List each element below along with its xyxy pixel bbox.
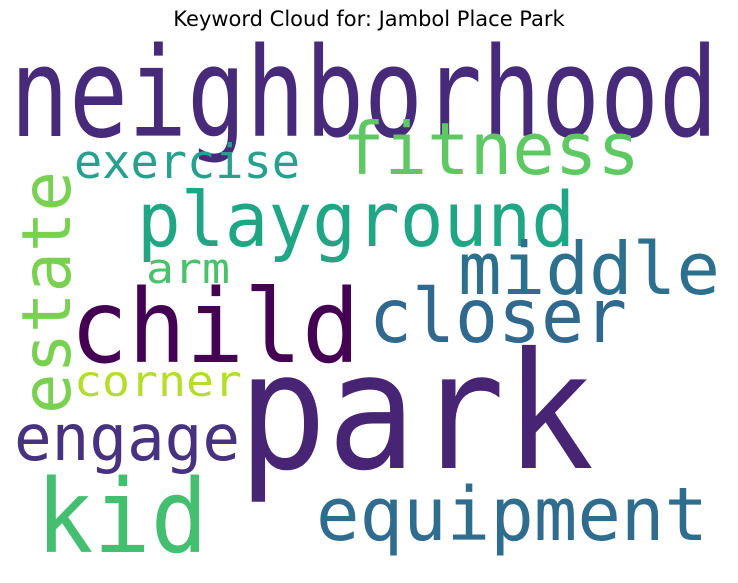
chart-title: Keyword Cloud for: Jambol Place Park — [173, 7, 565, 31]
word-exercise: exercise — [74, 135, 300, 190]
word-neighborhood: neighborhood — [10, 22, 718, 166]
word-equipment: equipment — [316, 472, 708, 558]
word-fitness: fitness — [342, 107, 640, 191]
word-child: child — [70, 268, 360, 387]
word-estate: estate — [8, 171, 87, 414]
word-kid: kid — [36, 458, 208, 577]
word-arm: arm — [146, 244, 230, 293]
word-park: park — [238, 319, 594, 507]
word-corner: corner — [74, 357, 242, 407]
word-middle: middle — [458, 227, 720, 311]
word-closer: closer — [369, 272, 627, 360]
word-playground: playground — [137, 175, 575, 264]
word-engage: engage — [14, 402, 240, 476]
